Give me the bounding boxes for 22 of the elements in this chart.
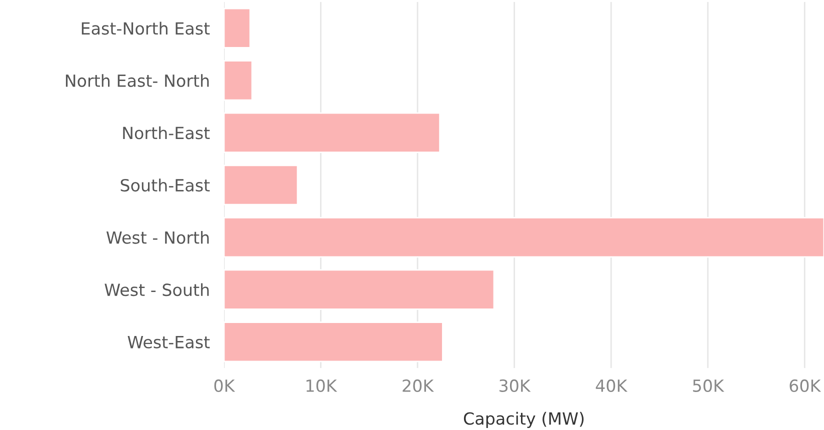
x-tick-label: 20K	[402, 379, 434, 392]
y-tick-label: West-East	[128, 336, 210, 348]
y-tick-label: South-East	[120, 178, 210, 192]
x-axis-title: Capacity (MW)	[464, 412, 584, 428]
x-tick-label: 40K	[596, 379, 628, 392]
y-tick-label: North East- North	[66, 74, 209, 87]
y-tick-label: North-East	[123, 126, 210, 140]
x-tick-label: 10K	[306, 379, 338, 392]
x-tick-label: 30K	[500, 379, 531, 392]
y-tick-label: West - North	[106, 230, 209, 244]
x-tick-label: 50K	[693, 379, 724, 392]
bar	[224, 269, 495, 310]
bar	[224, 8, 251, 48]
bar	[224, 60, 253, 101]
y-tick-label: East-North East	[82, 22, 210, 35]
x-tick-label: 0K	[214, 379, 236, 392]
bar	[224, 112, 440, 154]
bar	[224, 322, 444, 362]
bar	[224, 216, 824, 258]
x-tick-label: 60K	[790, 379, 822, 392]
bar	[224, 164, 298, 206]
y-tick-label: West - South	[104, 283, 209, 296]
